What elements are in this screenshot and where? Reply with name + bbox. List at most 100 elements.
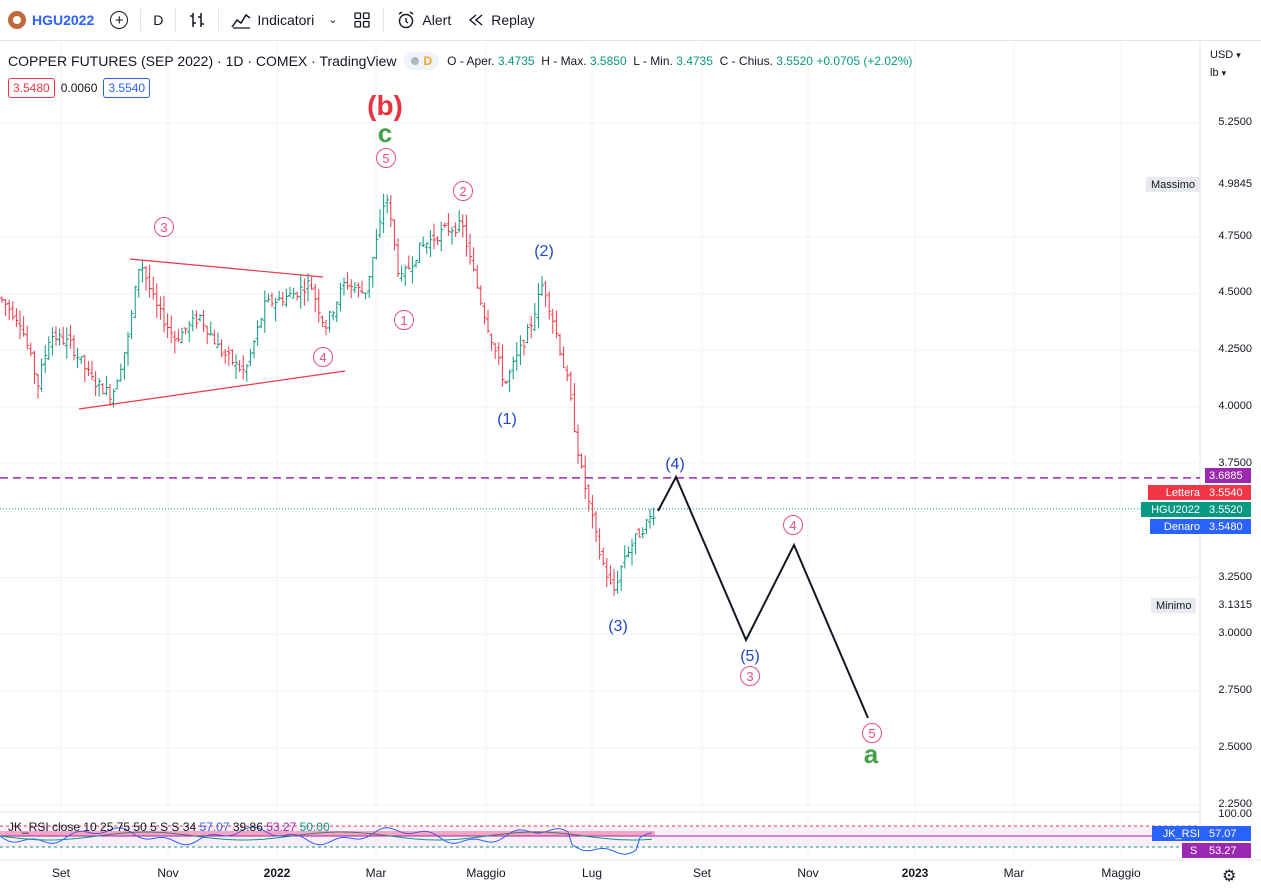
interval-button[interactable]: D	[145, 0, 171, 41]
alarm-clock-icon	[399, 11, 414, 29]
price-bar	[223, 348, 228, 364]
buy-button[interactable]: 3.5540	[103, 78, 151, 98]
price-bar	[468, 233, 472, 265]
chart-grid	[0, 42, 1261, 861]
price-bar	[406, 255, 411, 270]
price-bar	[194, 310, 199, 329]
wave-label-c: c	[377, 118, 393, 148]
price-bar	[79, 356, 84, 365]
toolbar-divider	[218, 9, 220, 31]
price-bar	[378, 209, 382, 239]
price-bar	[86, 360, 91, 377]
price-bar	[97, 378, 102, 397]
price-bar	[500, 344, 505, 387]
open-label: O - Aper.	[447, 54, 495, 68]
chart-settings-gear-icon[interactable]: ⚙	[1222, 868, 1237, 885]
toolbar-divider	[383, 9, 385, 31]
price-bar	[637, 527, 642, 538]
alert-label: Alert	[422, 12, 452, 28]
compare-symbol-button[interactable]: +	[102, 0, 136, 41]
price-bar	[295, 291, 300, 301]
price-bar	[302, 278, 307, 306]
price-bar	[327, 310, 332, 333]
price-bar	[252, 339, 256, 359]
rsi-indicator-name: JK_RSI close 10 25 75 50 5 S S 34	[8, 820, 197, 834]
signal-tag-value: 53.27	[1205, 843, 1251, 858]
price-bar	[324, 319, 328, 336]
price-bar	[201, 310, 206, 333]
price-bar	[586, 484, 591, 512]
ask-tag-value: 3.5540	[1205, 485, 1251, 500]
rsi-indicator-legend[interactable]: JK_RSI close 10 25 75 50 5 S S 34 57.07 …	[8, 820, 330, 834]
unit-selector[interactable]: lb ▾	[1210, 67, 1226, 79]
price-bar	[352, 281, 357, 294]
toolbar-divider	[140, 9, 142, 31]
price-bar	[489, 333, 494, 351]
price-tick-label: 3.2500	[1218, 570, 1252, 583]
plus-circle-icon: +	[110, 11, 129, 29]
chart-type-button[interactable]	[180, 0, 214, 41]
layouts-button[interactable]	[345, 0, 379, 41]
price-bar	[237, 359, 242, 372]
price-bar	[547, 291, 552, 320]
price-bar	[648, 509, 652, 529]
currency-selector[interactable]: USD ▾	[1210, 49, 1241, 61]
horizontal-line-price-tag: 3.6885	[1205, 468, 1251, 483]
price-bar	[360, 280, 364, 294]
price-bar	[162, 295, 166, 333]
price-bar	[522, 339, 526, 356]
price-bar	[316, 289, 321, 323]
price-bar	[108, 383, 112, 406]
wave-label-3: (3)	[608, 618, 628, 635]
price-bar	[306, 272, 310, 302]
market-status-badge[interactable]: D	[404, 52, 440, 70]
price-bar	[226, 346, 231, 367]
indicators-button[interactable]: Indicatori ⌄	[223, 0, 345, 41]
time-tick-label: Mar	[365, 866, 387, 880]
alert-button[interactable]: Alert	[388, 0, 459, 41]
high-value: 3.5850	[589, 54, 627, 68]
time-tick-label: Set	[692, 866, 712, 880]
price-tick-label: 4.2500	[1218, 343, 1252, 356]
grid-layout-icon	[354, 12, 371, 28]
sell-button[interactable]: 3.5480	[8, 78, 55, 98]
price-bar	[633, 533, 638, 555]
price-bar	[136, 269, 141, 298]
price-bar	[417, 242, 422, 263]
symbol-search-button[interactable]: HGU2022	[0, 0, 102, 41]
price-tick-label: 4.0000	[1218, 400, 1252, 413]
price-bar	[565, 365, 570, 382]
price-bar	[385, 194, 390, 214]
price-bar	[460, 214, 465, 238]
open-value: 3.4735	[497, 54, 535, 68]
rsi-scale-100: 100.00	[1218, 808, 1252, 820]
time-tick-label: Nov	[157, 866, 179, 880]
price-bar	[90, 360, 94, 381]
price-bar	[270, 292, 274, 308]
price-bar	[133, 285, 138, 319]
price-bar	[525, 323, 530, 344]
price-bar	[36, 373, 40, 399]
elliott-projection-path	[657, 474, 869, 719]
price-bar	[410, 256, 415, 284]
price-bar	[259, 317, 264, 329]
price-bar	[205, 325, 210, 344]
chart-legend: COPPER FUTURES (SEP 2022) · 1D · COMEX ·…	[8, 52, 912, 70]
price-bar	[478, 285, 483, 306]
price-bar	[622, 545, 627, 569]
price-bar	[39, 358, 44, 392]
price-bar	[640, 527, 645, 539]
signal-tag-label: S	[1182, 843, 1205, 858]
price-bar	[104, 376, 109, 396]
spread-value: 0.0060	[60, 81, 98, 95]
price-bar	[61, 326, 66, 346]
price-bar	[140, 260, 145, 283]
status-dot-icon	[411, 57, 420, 65]
price-bar	[561, 346, 566, 369]
price-bar	[126, 331, 130, 366]
price-bar	[453, 222, 458, 237]
replay-button[interactable]: Replay	[459, 0, 543, 41]
price-bar	[7, 299, 12, 321]
price-bar	[644, 518, 649, 534]
